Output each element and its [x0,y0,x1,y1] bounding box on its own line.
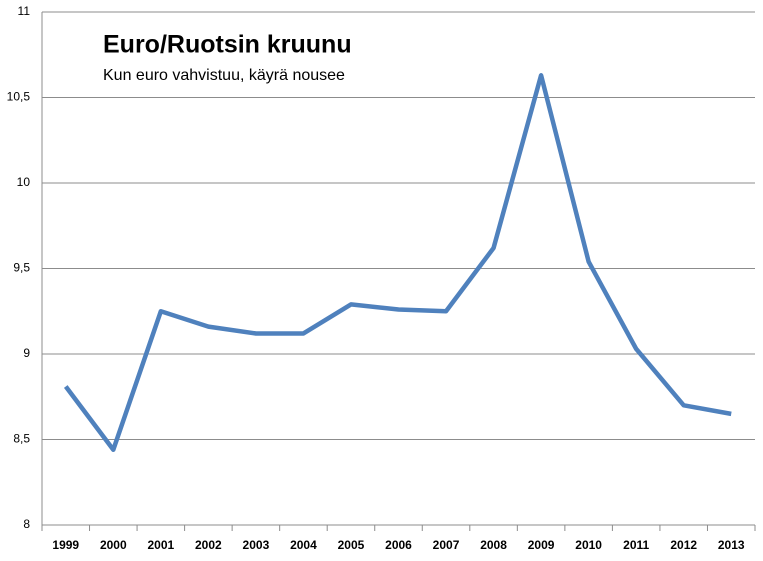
x-tick-label: 1999 [52,538,79,552]
x-tick-label: 2000 [100,538,127,552]
line [63,73,732,453]
x-tick-label: 2012 [670,538,697,552]
x-tick-label: 2003 [243,538,270,552]
x-tick-label: 2007 [433,538,460,552]
x-tick-label: 2002 [195,538,222,552]
y-tick-label: 9 [23,346,30,360]
y-tick-label: 10,5 [7,90,31,104]
chart-title: Euro/Ruotsin kruunu [103,31,352,59]
x-tick-label: 2011 [623,538,649,552]
x-tick-label: 2009 [528,538,555,552]
y-tick-label: 8,5 [13,432,30,446]
chart-subtitle: Kun euro vahvistuu, käyrä nousee [103,67,345,84]
x-tick-label: 2001 [147,538,174,552]
y-tick-label: 8 [23,517,30,531]
y-tick-label: 11 [18,4,31,18]
x-tick-label: 2004 [290,538,317,552]
y-tick-label: 10 [17,175,31,189]
x-tick-label: 2013 [718,538,745,552]
x-tick-label: 2010 [575,538,602,552]
x-tick-label: 2005 [338,538,365,552]
x-tick-label: 2008 [480,538,507,552]
y-tick-label: 9,5 [13,261,30,275]
x-tick-label: 2006 [385,538,412,552]
